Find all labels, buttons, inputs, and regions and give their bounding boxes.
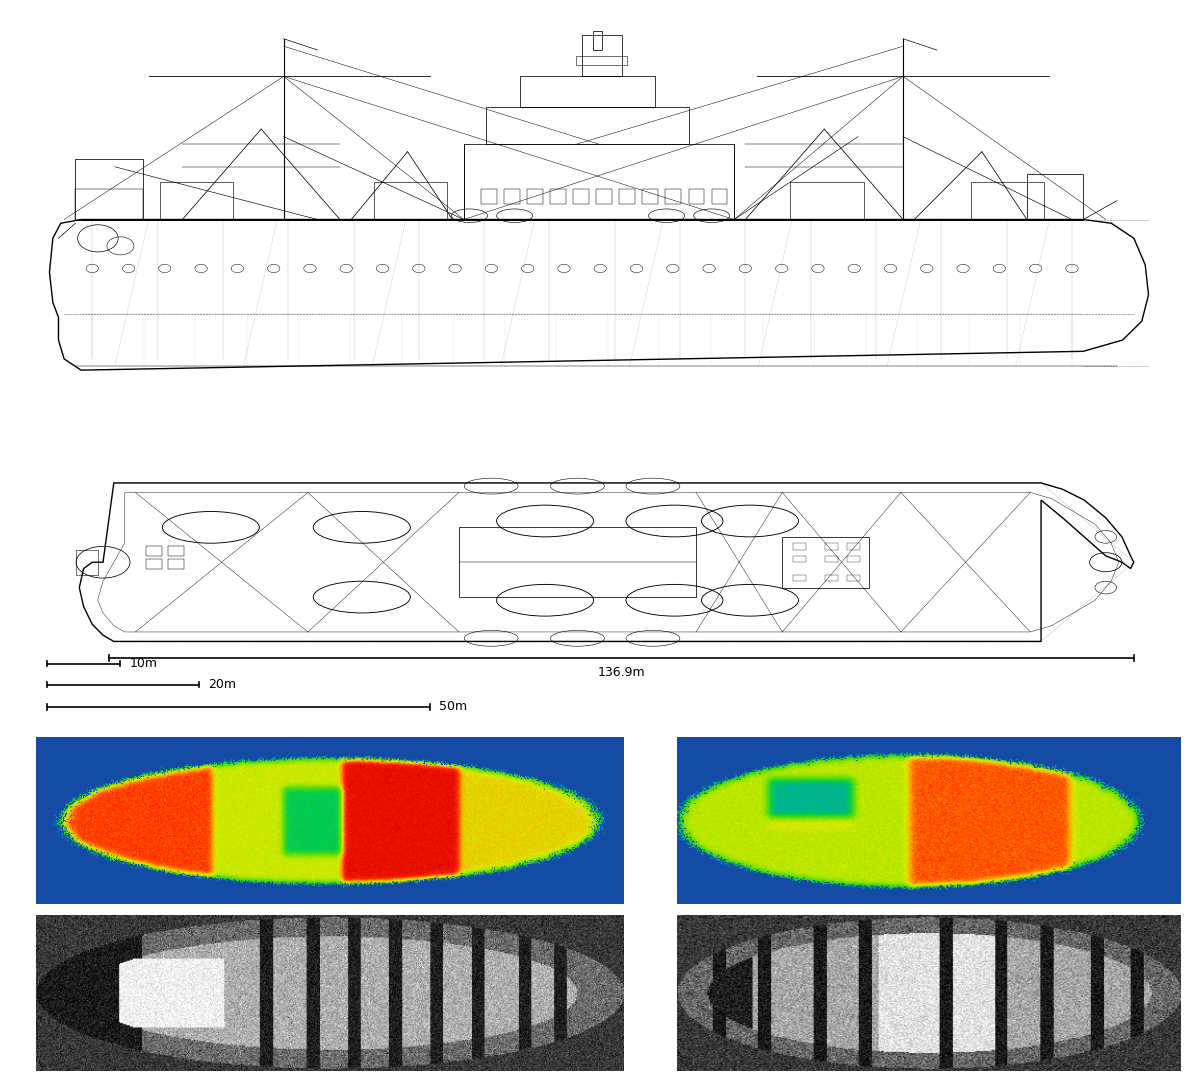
Bar [593,31,603,51]
Bar [374,182,447,220]
Bar [486,107,689,144]
Bar [793,575,806,581]
Bar [576,56,628,66]
Bar [550,189,565,204]
Bar [642,189,658,204]
Bar [520,76,655,107]
Bar [146,560,163,568]
Bar [597,189,612,204]
Bar [791,182,864,220]
Bar [582,36,622,76]
Bar [504,189,520,204]
Bar [847,575,860,581]
Bar [168,547,184,556]
Bar [847,556,860,562]
Bar [459,527,696,597]
Bar [825,575,839,581]
Bar [168,560,184,568]
Bar [712,189,727,204]
Bar [782,537,869,587]
Text: 136.9m: 136.9m [598,666,646,679]
Bar [847,543,860,550]
Bar [464,144,734,220]
Bar [619,189,635,204]
Bar [159,182,232,220]
Bar [480,189,496,204]
Bar [146,547,163,556]
Bar [825,556,839,562]
Bar [689,189,704,204]
Text: 10m: 10m [129,657,157,670]
Bar [970,182,1043,220]
Text: 50m: 50m [440,700,467,713]
Bar [527,189,543,204]
Bar [77,550,98,575]
Text: 20m: 20m [208,678,236,691]
Bar [825,543,839,550]
Bar [665,189,682,204]
Bar [793,543,806,550]
Bar [1027,174,1083,220]
Bar [793,556,806,562]
Bar [573,189,589,204]
Bar [75,159,143,220]
Bar [75,189,143,220]
